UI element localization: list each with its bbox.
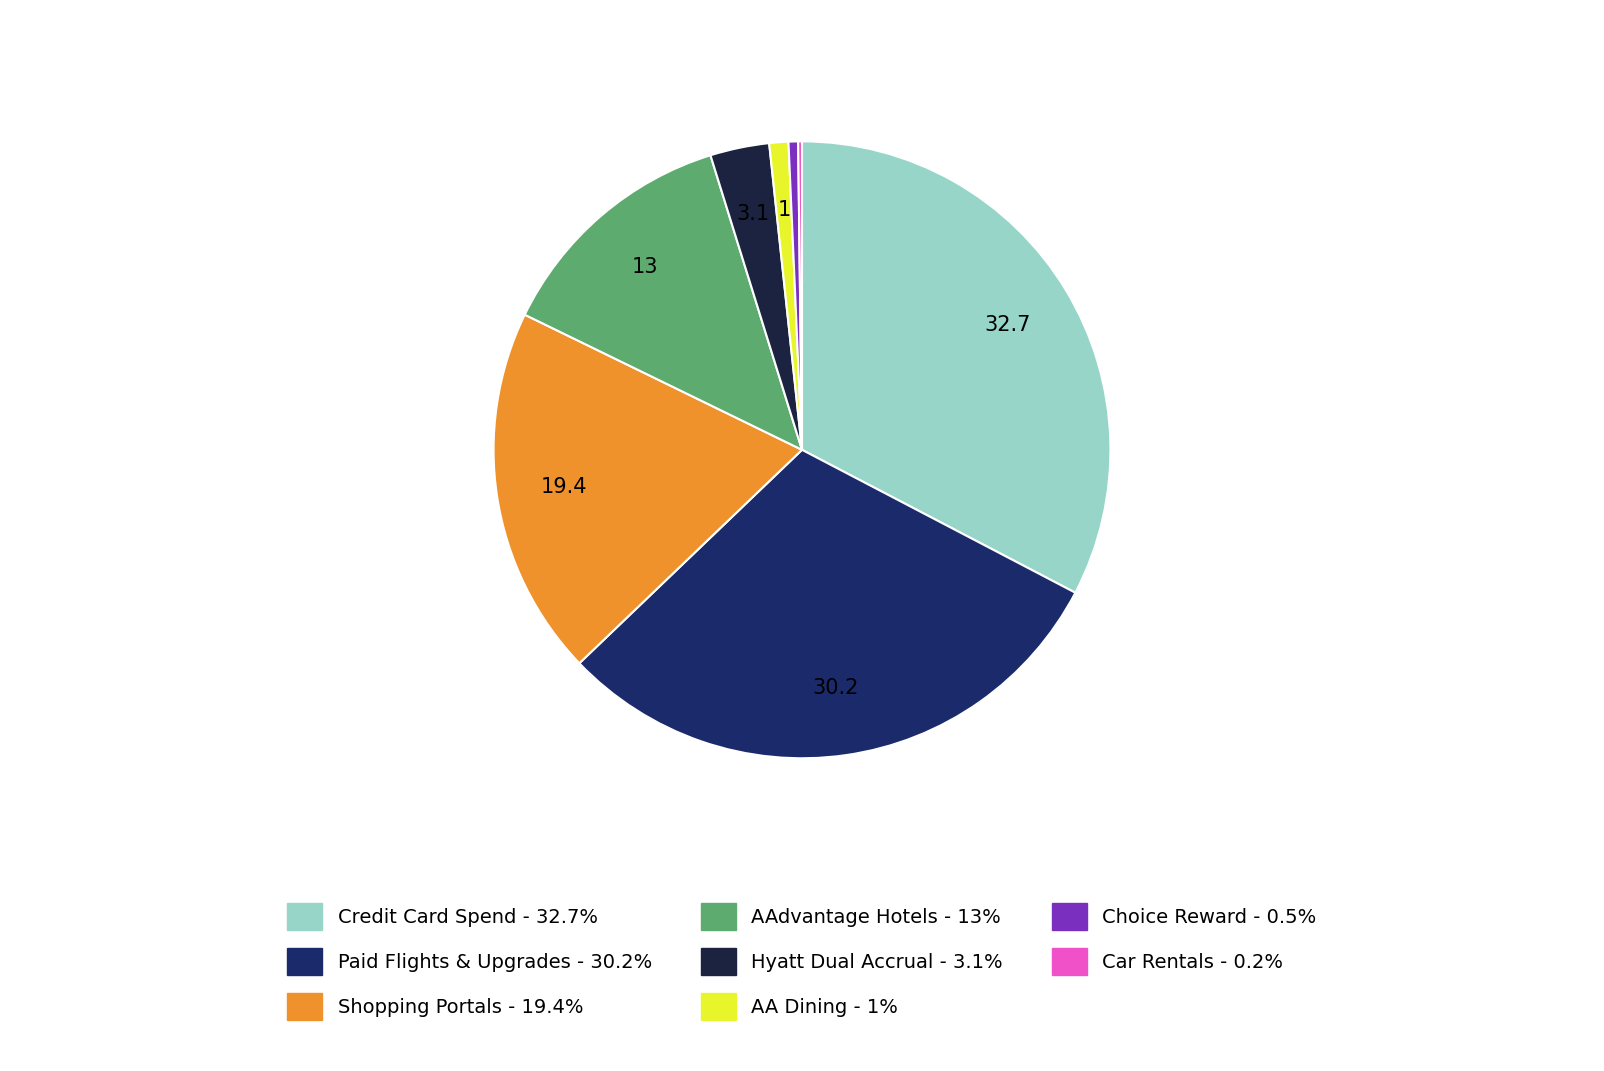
Wedge shape (789, 141, 802, 450)
Wedge shape (711, 144, 802, 450)
Text: 1: 1 (778, 200, 791, 220)
Text: 32.7: 32.7 (985, 315, 1031, 335)
Wedge shape (799, 141, 802, 450)
Wedge shape (770, 141, 802, 450)
Wedge shape (579, 450, 1075, 758)
Wedge shape (494, 315, 802, 663)
Legend: Credit Card Spend - 32.7%, Paid Flights & Upgrades - 30.2%, Shopping Portals - 1: Credit Card Spend - 32.7%, Paid Flights … (268, 884, 1336, 1040)
Text: 30.2: 30.2 (813, 678, 860, 698)
Wedge shape (802, 141, 1110, 592)
Text: 3.1: 3.1 (736, 205, 770, 224)
Text: 13: 13 (632, 257, 659, 277)
Text: 19.4: 19.4 (541, 477, 587, 497)
Wedge shape (525, 155, 802, 450)
